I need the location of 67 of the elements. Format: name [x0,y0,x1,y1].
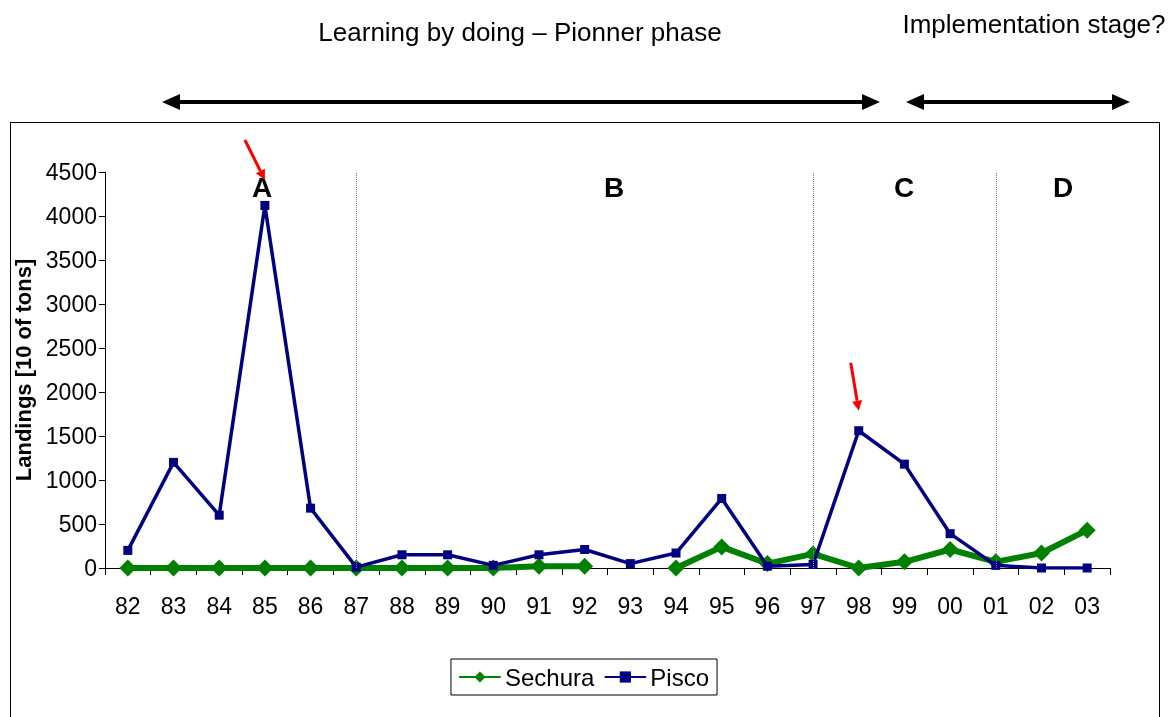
x-tick-label: 87 [343,592,370,619]
annotation: B [602,172,626,204]
point [123,545,133,555]
text: Implementation stage? [901,8,1167,40]
legend-label: Pisco [650,663,710,691]
point [850,559,868,577]
point [945,529,955,539]
text: Learning by doing – Pionner phase [317,16,723,48]
point [1078,521,1096,539]
x-tick-label: 96 [754,592,781,619]
y-tick-label: 0 [84,555,97,581]
y-tick-label: 4000 [45,203,97,229]
y-tick-label: 3000 [45,291,97,317]
point [713,538,731,556]
x-tick-label: 01 [983,592,1009,619]
point [1082,563,1092,573]
x-tick-label: 90 [480,592,507,619]
x-tick-label: 83 [160,592,187,619]
y-tick-label: 500 [58,511,97,537]
x-tick-label: 85 [252,592,278,619]
point [854,426,864,436]
point [534,550,544,560]
point [941,541,959,559]
x-tick-label: 99 [891,592,918,619]
x-tick-label: 98 [845,592,872,619]
point [625,559,635,569]
x-tick-label: 94 [663,592,690,619]
x-tick-label: 02 [1028,592,1055,619]
y-tick-label: 2500 [45,335,97,361]
point [717,493,727,503]
x-tick-label: 82 [115,592,141,619]
x-tick-label: 03 [1074,592,1100,619]
x-tick-label: 91 [526,592,552,619]
point [671,548,681,558]
x-tick-label: 92 [571,592,598,619]
point [899,459,909,469]
point [397,550,407,560]
x-tick-label: 93 [617,592,644,619]
point [443,550,453,560]
y-tick-label: 3500 [45,247,97,273]
annotation: C [892,172,916,204]
legend-label: Sechura [504,663,595,691]
point [169,457,179,467]
point [1036,563,1046,573]
y-tick-label: 4500 [45,159,97,185]
point [808,559,818,569]
y-tick-label: 1000 [45,467,97,493]
point [1032,544,1050,562]
annotation: D [1051,172,1075,204]
x-tick-label: 84 [206,592,233,619]
x-tick-label: 97 [800,592,826,619]
point [306,503,316,513]
y-tick-label: 2000 [45,379,97,405]
point [576,557,594,575]
point [580,545,590,555]
point [895,553,913,571]
annotation: A [250,172,274,204]
x-tick-label: 88 [389,592,415,619]
x-tick-label: 86 [297,592,324,619]
point [667,559,685,577]
point [260,200,270,210]
point [214,510,224,520]
y-axis-title: Landings [10 of tons] [11,258,37,482]
y-tick-label: 1500 [45,423,97,449]
x-tick-label: 89 [434,592,461,619]
x-tick-label: 00 [937,592,963,619]
x-tick-label: 95 [708,592,735,619]
